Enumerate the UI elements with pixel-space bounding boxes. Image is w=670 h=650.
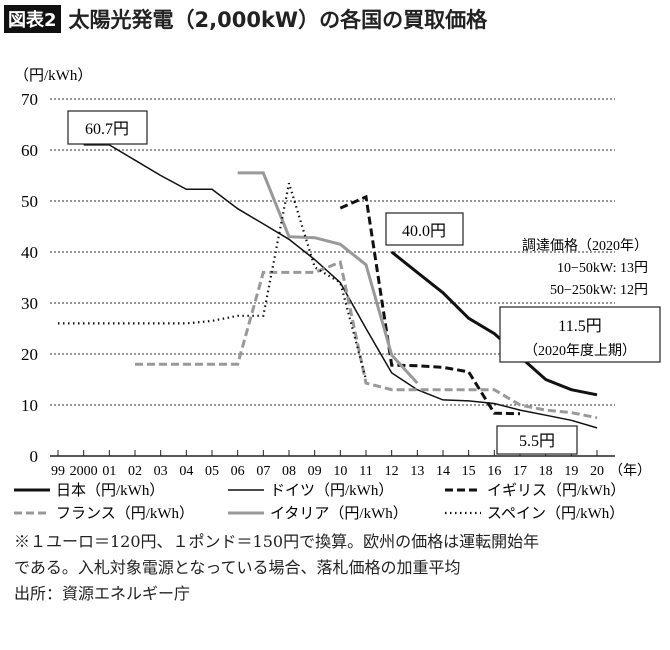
line-chart: （円/kWh） 0 10 20 30 40 50 60 70 99 2000 01 02 03 04 05 06… [14, 67, 661, 522]
annotation-label: （2020年度上期） [524, 343, 636, 359]
legend-label: イギリス（円/kWh） [487, 482, 625, 499]
x-tick-label: 13 [410, 464, 424, 479]
y-tick-label: 10 [21, 396, 38, 415]
x-tick-label: 11 [359, 464, 372, 479]
x-tick-label: 20 [590, 464, 604, 479]
y-tick-label: 20 [21, 345, 38, 364]
x-tick-label: 03 [154, 464, 168, 479]
annotation-label: 11.5円 [558, 318, 601, 335]
x-tick-label: 16 [487, 464, 501, 479]
annotation-label: 10−50kW: 13円 [557, 261, 648, 276]
y-tick-label: 50 [21, 192, 38, 211]
annotation-box [496, 425, 578, 455]
legend-label: スペイン（円/kWh） [487, 505, 624, 522]
annotation-label: 5.5円 [519, 433, 555, 450]
x-tick-label: 10 [333, 464, 347, 479]
x-tick-label: 99 [51, 464, 65, 479]
x-tick-label: 02 [128, 464, 142, 479]
y-axis-label: （円/kWh） [14, 67, 92, 84]
legend-label: イタリア（円/kWh） [270, 505, 408, 522]
legend-label: フランス（円/kWh） [56, 505, 194, 522]
series-line-5 [58, 182, 368, 380]
series-line-4 [237, 171, 419, 385]
x-tick-label: 08 [282, 464, 296, 479]
legend-label: 日本（円/kWh） [56, 482, 164, 499]
series-line-0 [390, 250, 598, 397]
series-line-2 [339, 194, 521, 416]
x-tick-label: 04 [179, 464, 193, 479]
x-axis-label: （年） [609, 463, 651, 479]
annotation-box [67, 110, 148, 145]
y-tick-label: 70 [21, 90, 38, 109]
note-line-2: である。入札対象電源となっている場合、落札価格の加重平均 [14, 558, 461, 577]
annotation-box [499, 306, 661, 363]
y-tick-label: 60 [21, 141, 38, 160]
x-tick-label: 01 [102, 464, 116, 479]
series-line-1 [83, 144, 598, 429]
figure-badge: 図表2 [4, 5, 61, 33]
annotation-label: 調達価格（2020年） [522, 238, 648, 254]
x-tick-label: 18 [539, 464, 553, 479]
annotation-label: 50−250kW: 12円 [550, 283, 648, 298]
x-tick-label: 07 [256, 464, 270, 479]
x-tick-label: 06 [231, 464, 245, 479]
x-tick-label: 09 [308, 464, 322, 479]
annotation-label: 40.0円 [402, 223, 446, 240]
x-tick-label: 19 [564, 464, 578, 479]
x-tick-label: 15 [462, 464, 476, 479]
annotation-label: 60.7円 [85, 121, 129, 138]
x-tick-label: 17 [513, 464, 527, 479]
y-tick-label: 0 [30, 447, 39, 466]
x-tick-label: 12 [385, 464, 399, 479]
title-text: 太陽光発電（2,000kW）の各国の買取価格 [68, 8, 488, 32]
series-line-3 [135, 260, 598, 420]
y-tick-label: 40 [21, 243, 38, 262]
note-line-1: ※１ユーロ＝120円、１ポンド＝150円で換算。欧州の価格は運転開始年 [14, 532, 540, 551]
x-tick-label: 14 [436, 464, 450, 479]
x-tick-label: 05 [205, 464, 219, 479]
annotation-box [385, 212, 464, 246]
x-tick-label: 2000 [70, 464, 98, 479]
legend-label: ドイツ（円/kWh） [270, 482, 393, 499]
note-line-3: 出所：資源エネルギー庁 [14, 584, 191, 603]
y-tick-label: 30 [21, 294, 38, 313]
chart-title: 図表2 太陽光発電（2,000kW）の各国の買取価格 [4, 4, 487, 34]
